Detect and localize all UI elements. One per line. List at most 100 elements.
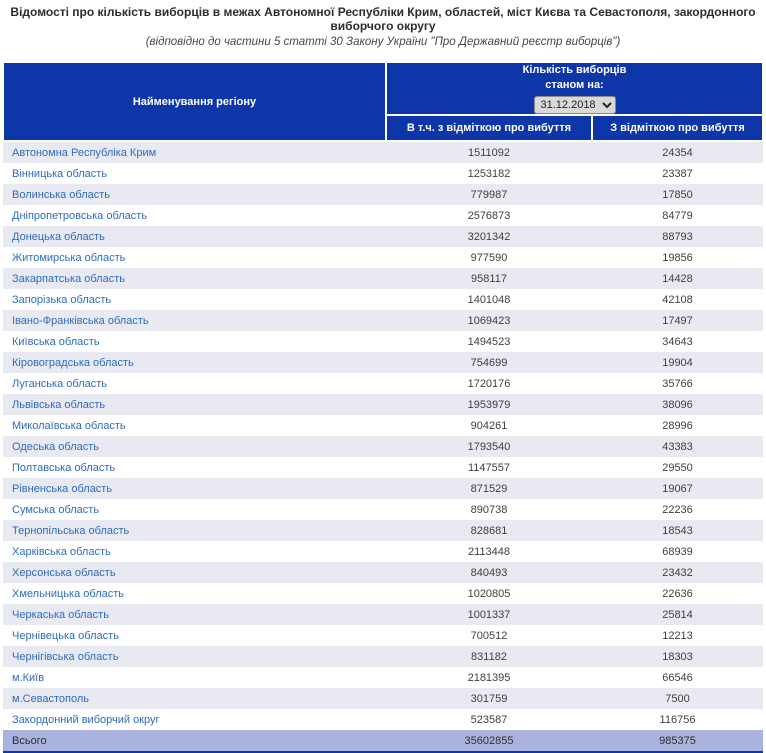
region-cell: Луганська область <box>3 373 386 394</box>
region-cell: Рівненська область <box>3 478 386 499</box>
region-link[interactable]: Львівська область <box>12 398 106 411</box>
voters-count: 1020805 <box>467 587 511 600</box>
departed-count: 19904 <box>662 356 693 369</box>
table-row: Дніпропетровська область 2576873 84779 <box>3 205 763 226</box>
region-link[interactable]: Харківська область <box>12 545 111 558</box>
region-cell: Київська область <box>3 331 386 352</box>
departed-count: 24354 <box>662 146 693 159</box>
region-link[interactable]: Тернопільська область <box>12 524 130 537</box>
voters-count: 828681 <box>470 524 508 537</box>
region-link[interactable]: Кіровоградська область <box>12 356 134 369</box>
region-link[interactable]: Автономна Республіка Крим <box>12 146 157 159</box>
table-row: Черкаська область 1001337 25814 <box>3 604 763 625</box>
total-voters: 35602855 <box>464 734 514 747</box>
region-link[interactable]: Херсонська область <box>12 566 116 579</box>
page-subtitle: (відповідно до частини 5 статті 30 Закон… <box>145 36 621 48</box>
table-row: Житомирська область 977590 19856 <box>3 247 763 268</box>
region-link[interactable]: Київська область <box>12 335 100 348</box>
voters-table: Найменування регіону Кількість виборців … <box>2 61 764 753</box>
table-row: Чернігівська область 831182 18303 <box>3 646 763 667</box>
table-row: м.Севастополь 301759 7500 <box>3 688 763 709</box>
page-title: Відомості про кількість виборців в межах… <box>10 5 756 33</box>
departed-count: 19856 <box>662 251 693 264</box>
region-link[interactable]: Вінницька область <box>12 167 108 180</box>
voters-count: 1401048 <box>467 293 511 306</box>
region-link[interactable]: м.Київ <box>12 671 45 684</box>
region-link[interactable]: Хмельницька область <box>12 587 125 600</box>
departed-count: 17850 <box>662 188 693 201</box>
region-link[interactable]: Закарпатська область <box>12 272 125 285</box>
voters-count: 1147557 <box>467 461 510 474</box>
region-cell: Кіровоградська область <box>3 352 386 373</box>
region-link[interactable]: Рівненська область <box>12 482 113 495</box>
region-link[interactable]: Волинська область <box>12 188 111 201</box>
table-row: Миколаївська область 904261 28996 <box>3 415 763 436</box>
region-link[interactable]: Чернівецька область <box>12 629 119 642</box>
region-cell: Чернівецька область <box>3 625 386 646</box>
table-row: Рівненська область 871529 19067 <box>3 478 763 499</box>
voters-count: 700512 <box>470 629 508 642</box>
region-cell: Одеська область <box>3 436 386 457</box>
departed-count: 116756 <box>659 713 696 726</box>
table-row: Київська область 1494523 34643 <box>3 331 763 352</box>
region-link[interactable]: Донецька область <box>12 230 105 243</box>
departed-count: 35766 <box>662 377 693 390</box>
table-row: Донецька область 3201342 88793 <box>3 226 763 247</box>
count-header-line2: станом на: <box>545 79 604 91</box>
total-label: Всього <box>12 734 47 747</box>
table-row: Львівська область 1953979 38096 <box>3 394 763 415</box>
region-link[interactable]: Полтавська область <box>12 461 116 474</box>
departed-count: 25814 <box>662 608 693 621</box>
date-select-wrap: 31.12.2018 <box>387 96 762 114</box>
voters-count: 840493 <box>470 566 508 579</box>
region-cell: Сумська область <box>3 499 386 520</box>
departed-count: 22636 <box>662 587 693 600</box>
table-footer: Всього 35602855 985375 <box>3 730 763 752</box>
departed-count: 28996 <box>662 419 693 432</box>
region-link[interactable]: Чернігівська область <box>12 650 119 663</box>
region-link[interactable]: Черкаська область <box>12 608 109 621</box>
region-cell: Львівська область <box>3 394 386 415</box>
region-link[interactable]: Дніпропетровська область <box>12 209 148 222</box>
region-link[interactable]: Луганська область <box>12 377 107 390</box>
region-link[interactable]: Запорізька область <box>12 293 112 306</box>
departed-count: 14428 <box>662 272 693 285</box>
region-link[interactable]: Івано-Франківська область <box>12 314 149 327</box>
region-cell: Черкаська область <box>3 604 386 625</box>
voters-count: 779987 <box>470 188 508 201</box>
departed-count: 66546 <box>662 671 693 684</box>
voters-count: 890738 <box>470 503 508 516</box>
table-row: Волинська область 779987 17850 <box>3 184 763 205</box>
voters-count: 2113448 <box>467 545 510 558</box>
voters-count: 871529 <box>470 482 508 495</box>
voters-count: 958117 <box>471 272 507 285</box>
departed-count: 68939 <box>662 545 693 558</box>
table-row: Запорізька область 1401048 42108 <box>3 289 763 310</box>
voters-count: 754699 <box>470 356 508 369</box>
voters-count: 904261 <box>470 419 508 432</box>
departed-count: 88793 <box>662 230 693 243</box>
region-cell: Житомирська область <box>3 247 386 268</box>
departed-count: 7500 <box>665 692 690 705</box>
departed-count: 18303 <box>662 650 693 663</box>
count-header-line1: Кількість виборців <box>522 64 627 76</box>
region-link[interactable]: м.Севастополь <box>12 692 90 705</box>
departed-count: 23432 <box>662 566 693 579</box>
region-link[interactable]: Закордонний виборчий округ <box>12 713 160 726</box>
table-body: Автономна Республіка Крим 1511092 24354 … <box>3 141 763 730</box>
region-link[interactable]: Житомирська область <box>12 251 126 264</box>
region-cell: Тернопільська область <box>3 520 386 541</box>
voters-count: 1001337 <box>467 608 511 621</box>
voters-count: 1069423 <box>467 314 511 327</box>
departed-count: 12213 <box>662 629 693 642</box>
departed-count: 34643 <box>662 335 693 348</box>
region-link[interactable]: Миколаївська область <box>12 419 126 432</box>
region-link[interactable]: Сумська область <box>12 503 100 516</box>
column-header-departed: З відміткою про вибуття <box>591 114 764 142</box>
region-link[interactable]: Одеська область <box>12 440 100 453</box>
departed-count: 18543 <box>662 524 693 537</box>
departed-count: 29550 <box>662 461 693 474</box>
region-cell: Донецька область <box>3 226 386 247</box>
region-cell: Чернігівська область <box>3 646 386 667</box>
date-select[interactable]: 31.12.2018 <box>533 96 616 114</box>
